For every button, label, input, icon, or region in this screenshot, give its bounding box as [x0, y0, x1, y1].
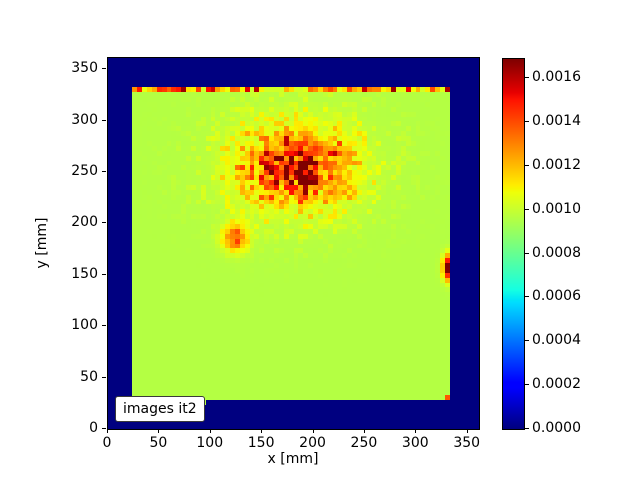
x-tick-mark [107, 429, 108, 433]
x-tick-label: 200 [299, 435, 326, 451]
colorbar-tick-label: 0.0002 [532, 376, 581, 393]
colorbar-tick-label: 0.0004 [532, 332, 581, 349]
colorbar-tick-mark [525, 428, 529, 429]
legend-box: images it2 [115, 396, 205, 422]
y-tick-label: 150 [71, 265, 98, 282]
y-axis-label: y [mm] [34, 217, 50, 269]
colorbar-tick-label: 0.0014 [532, 113, 581, 130]
x-tick-mark [312, 429, 314, 433]
y-tick-mark [102, 273, 106, 275]
legend-label: images it2 [123, 401, 197, 417]
colorbar-canvas [503, 59, 524, 429]
colorbar-tick-mark [525, 77, 529, 79]
x-tick-label: 300 [401, 435, 429, 451]
colorbar-tick-mark [525, 121, 529, 123]
y-tick-label: 350 [71, 60, 98, 77]
colorbar-tick-mark [525, 340, 529, 342]
x-axis-label: x [mm] [267, 451, 319, 467]
x-tick-label: 250 [350, 435, 378, 451]
x-tick-label: 50 [149, 435, 168, 451]
heatmap-canvas [108, 58, 479, 429]
colorbar-tick-label: 0.0008 [532, 244, 581, 261]
y-tick-label: 300 [71, 111, 98, 128]
plot-area: images it2 [107, 57, 480, 430]
colorbar-tick-label: 0.0000 [532, 420, 581, 436]
y-tick-label: 100 [71, 317, 98, 334]
x-tick-mark [363, 429, 365, 433]
x-tick-mark [261, 429, 263, 433]
y-tick-mark [102, 428, 106, 429]
colorbar-tick-mark [525, 384, 529, 386]
colorbar-tick-mark [525, 296, 529, 298]
y-tick-mark [102, 325, 106, 327]
y-tick-mark [102, 68, 106, 70]
colorbar-tick-label: 0.0012 [532, 156, 581, 173]
x-tick-mark [466, 429, 468, 433]
x-tick-label: 100 [196, 435, 224, 451]
y-tick-label: 0 [89, 420, 98, 436]
x-tick-mark [415, 429, 417, 433]
x-tick-label: 0 [102, 435, 112, 451]
y-tick-mark [102, 376, 106, 378]
y-tick-mark [102, 119, 106, 121]
y-tick-label: 200 [71, 214, 98, 231]
y-tick-mark [102, 171, 106, 173]
colorbar-tick-mark [525, 164, 529, 166]
x-tick-label: 150 [247, 435, 275, 451]
y-tick-mark [102, 222, 106, 224]
x-tick-label: 350 [453, 435, 481, 451]
x-tick-mark [209, 429, 211, 433]
colorbar-tick-mark [525, 208, 529, 210]
x-tick-mark [158, 429, 160, 433]
y-tick-label: 50 [80, 368, 98, 385]
y-tick-label: 250 [71, 163, 98, 180]
colorbar-tick-label: 0.0010 [532, 200, 581, 217]
colorbar-tick-mark [525, 252, 529, 254]
colorbar-tick-label: 0.0006 [532, 288, 581, 305]
colorbar [502, 58, 525, 430]
colorbar-tick-label: 0.0016 [532, 69, 581, 86]
